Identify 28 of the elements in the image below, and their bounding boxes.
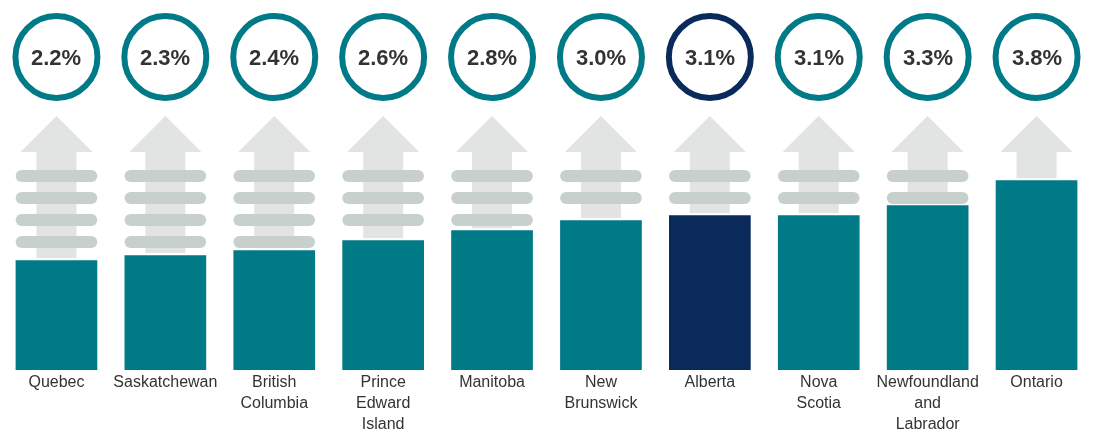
data-label: 2.6% — [358, 45, 409, 70]
x-tick-label: Saskatchewan — [113, 373, 218, 390]
data-label: 3.0% — [576, 45, 627, 70]
x-tick-label: Ontario — [1010, 373, 1063, 390]
bar — [124, 255, 207, 370]
bar — [342, 240, 424, 370]
data-label: 2.2% — [31, 45, 82, 70]
data-label: 3.3% — [903, 45, 954, 70]
bar — [451, 230, 533, 370]
bar — [777, 215, 860, 370]
bar — [15, 260, 98, 370]
data-label: 3.1% — [794, 45, 845, 70]
x-tick-label: Quebec — [28, 373, 85, 390]
x-tick-label: Newfoundland and Labrador — [876, 373, 979, 432]
x-tick-label: New Brunswick — [564, 373, 639, 411]
bar — [995, 180, 1078, 370]
x-tick-label: Nova Scotia — [796, 373, 842, 411]
data-label: 2.8% — [467, 45, 518, 70]
x-tick-label: Manitoba — [459, 373, 526, 390]
x-tick-label: Alberta — [684, 373, 736, 390]
data-label: 3.8% — [1012, 45, 1063, 70]
bar — [669, 215, 751, 370]
x-tick-label: British Columbia — [240, 373, 309, 411]
bar — [560, 220, 642, 370]
data-label: 2.4% — [249, 45, 300, 70]
data-label: 2.3% — [140, 45, 191, 70]
x-tick-label: Prince Edward Island — [356, 373, 411, 432]
data-label: 3.1% — [685, 45, 736, 70]
